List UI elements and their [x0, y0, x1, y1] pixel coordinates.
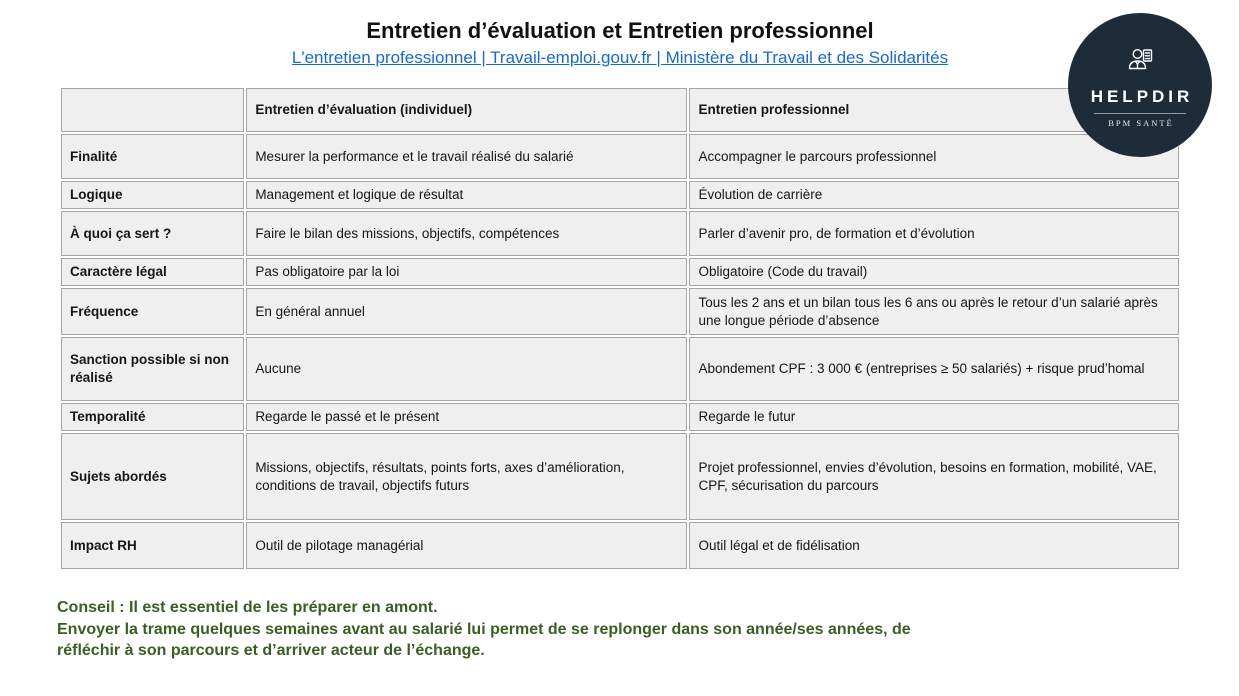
cell-professionnel: Obligatoire (Code du travail) — [689, 258, 1179, 286]
cell-evaluation: Pas obligatoire par la loi — [246, 258, 688, 286]
cell-evaluation: En général annuel — [246, 288, 688, 335]
cell-professionnel: Tous les 2 ans et un bilan tous les 6 an… — [689, 288, 1179, 335]
cell-professionnel: Projet professionnel, envies d’évolution… — [689, 433, 1179, 520]
header-cell-empty — [61, 88, 245, 132]
cell-professionnel: Outil légal et de fidélisation — [689, 522, 1179, 569]
cell-professionnel: Abondement CPF : 3 000 € (entreprises ≥ … — [689, 337, 1179, 401]
source-link[interactable]: L'entretien professionnel | Travail-empl… — [291, 48, 949, 67]
advice-line: Conseil : Il est essentiel de les prépar… — [57, 599, 438, 616]
row-label: À quoi ça sert ? — [61, 211, 245, 256]
cell-evaluation: Missions, objectifs, résultats, points f… — [246, 433, 688, 520]
table-row: Fréquence En général annuel Tous les 2 a… — [61, 288, 1179, 335]
cell-evaluation: Faire le bilan des missions, objectifs, … — [246, 211, 688, 256]
advice-line: Envoyer la trame quelques semaines avant… — [57, 620, 911, 638]
page-title: Entretien d’évaluation et Entretien prof… — [366, 18, 874, 43]
row-label: Logique — [61, 181, 245, 209]
cell-professionnel: Évolution de carrière — [689, 181, 1179, 209]
row-label: Sujets abordés — [61, 433, 245, 520]
row-label: Finalité — [61, 134, 245, 179]
table-row: Finalité Mesurer la performance et le tr… — [61, 134, 1179, 179]
row-label: Impact RH — [61, 522, 245, 569]
cell-evaluation: Regarde le passé et le présent — [246, 403, 688, 431]
person-with-checklist-icon — [1122, 42, 1158, 83]
row-label: Sanction possible si non réalisé — [61, 337, 245, 401]
table-row: Sanction possible si non réalisé Aucune … — [61, 337, 1179, 401]
cell-evaluation: Management et logique de résultat — [246, 181, 688, 209]
logo-subtitle: BPM SANTÉ — [1108, 118, 1174, 128]
advice-line: réfléchir à son parcours et d’arriver ac… — [57, 642, 485, 659]
comparison-table: Entretien d’évaluation (individuel) Entr… — [59, 86, 1181, 571]
cell-evaluation: Outil de pilotage managérial — [246, 522, 688, 569]
logo-name: HELPDIR — [1090, 87, 1194, 106]
table-row: Sujets abordés Missions, objectifs, résu… — [61, 433, 1179, 520]
row-label: Caractère légal — [61, 258, 245, 286]
cell-evaluation: Mesurer la performance et le travail réa… — [246, 134, 688, 179]
logo-divider — [1094, 113, 1186, 114]
table-row: Logique Management et logique de résulta… — [61, 181, 1179, 209]
cell-professionnel: Parler d’avenir pro, de formation et d’é… — [689, 211, 1179, 256]
header-cell-evaluation: Entretien d’évaluation (individuel) — [246, 88, 688, 132]
cell-evaluation: Aucune — [246, 337, 688, 401]
helpdir-logo: HELPDIR BPM SANTÉ — [1068, 13, 1212, 157]
table-row: À quoi ça sert ? Faire le bilan des miss… — [61, 211, 1179, 256]
row-label: Temporalité — [61, 403, 245, 431]
advice-note: Conseil : Il est essentiel de les prépar… — [57, 597, 1077, 662]
table-row: Impact RH Outil de pilotage managérial O… — [61, 522, 1179, 569]
source-link-row: L'entretien professionnel | Travail-empl… — [0, 48, 1240, 68]
row-label: Fréquence — [61, 288, 245, 335]
cell-professionnel: Regarde le futur — [689, 403, 1179, 431]
table-header-row: Entretien d’évaluation (individuel) Entr… — [61, 88, 1179, 132]
table-row: Temporalité Regarde le passé et le prése… — [61, 403, 1179, 431]
table-row: Caractère légal Pas obligatoire par la l… — [61, 258, 1179, 286]
